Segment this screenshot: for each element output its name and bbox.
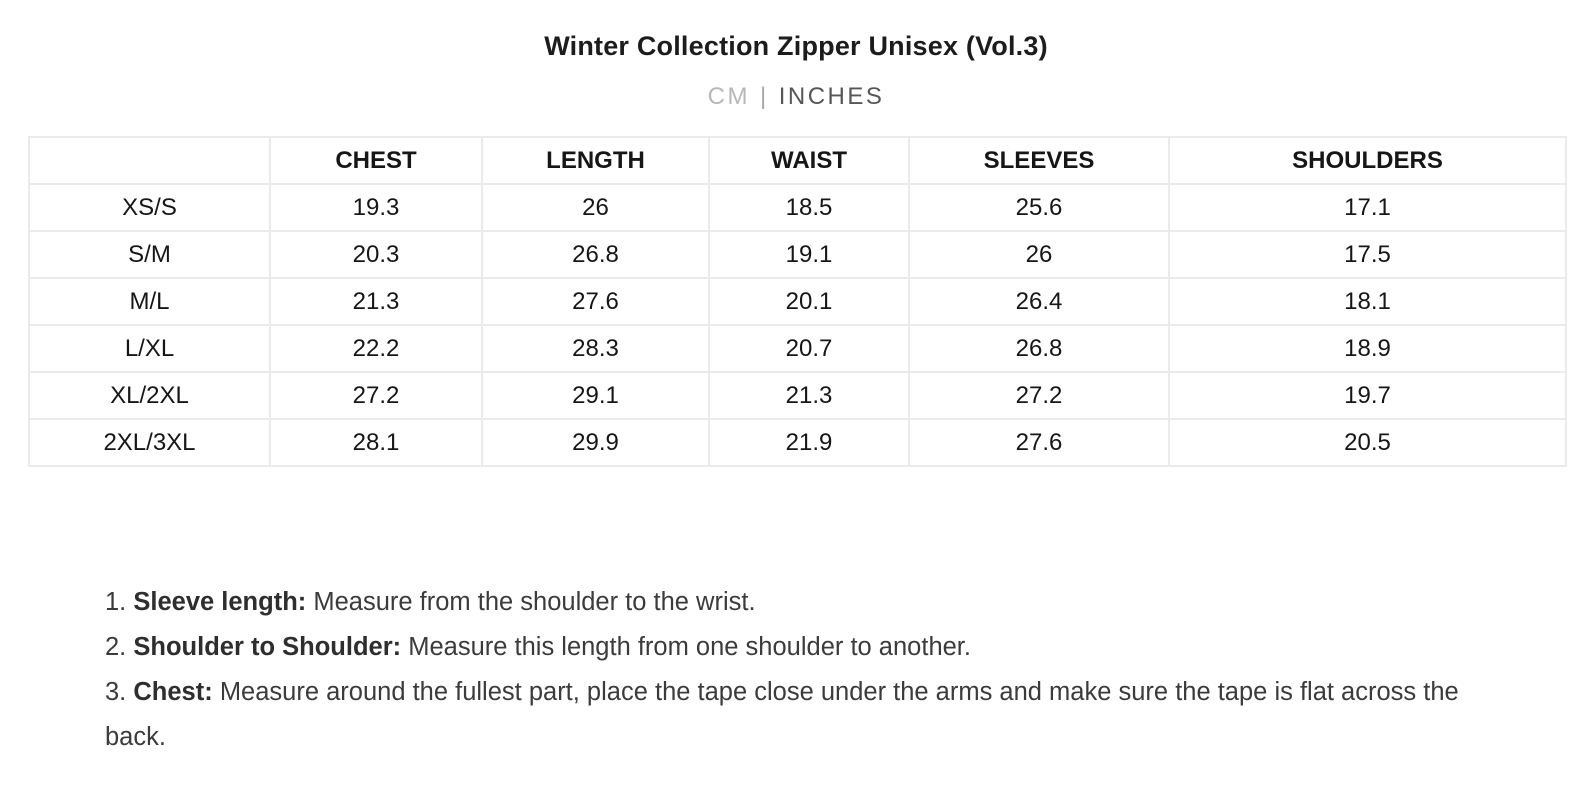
size-label: 2XL/3XL xyxy=(28,418,271,467)
page-title: Winter Collection Zipper Unisex (Vol.3) xyxy=(544,31,1048,61)
note-sleeve-length: 1. Sleeve length: Measure from the shoul… xyxy=(105,580,1522,625)
table-row: L/XL 22.2 28.3 20.7 26.8 18.9 xyxy=(28,324,1567,373)
cell-length: 28.3 xyxy=(481,324,710,373)
size-label: S/M xyxy=(28,230,271,279)
cell-length: 29.9 xyxy=(481,418,710,467)
cell-sleeves: 25.6 xyxy=(908,183,1170,232)
cell-shoulders: 19.7 xyxy=(1168,371,1567,420)
note-text: Measure around the fullest part, place t… xyxy=(105,678,1459,751)
cell-length: 29.1 xyxy=(481,371,710,420)
note-number: 3. xyxy=(105,678,127,706)
note-label: Sleeve length: xyxy=(133,588,307,616)
cell-sleeves: 26.4 xyxy=(908,277,1170,326)
column-header-length: LENGTH xyxy=(481,136,710,185)
note-chest: 3. Chest: Measure around the fullest par… xyxy=(105,670,1522,760)
table-row: XL/2XL 27.2 29.1 21.3 27.2 19.7 xyxy=(28,371,1567,420)
cell-chest: 20.3 xyxy=(269,230,483,279)
table-row: 2XL/3XL 28.1 29.9 21.9 27.6 20.5 xyxy=(28,418,1567,467)
cell-chest: 22.2 xyxy=(269,324,483,373)
cell-waist: 20.1 xyxy=(708,277,910,326)
note-text: Measure from the shoulder to the wrist. xyxy=(313,588,756,616)
cell-shoulders: 18.9 xyxy=(1168,324,1567,373)
cell-waist: 20.7 xyxy=(708,324,910,373)
table-row: XS/S 19.3 26 18.5 25.6 17.1 xyxy=(28,183,1567,232)
cell-waist: 21.3 xyxy=(708,371,910,420)
size-chart-table: CHEST LENGTH WAIST SLEEVES SHOULDERS XS/… xyxy=(28,136,1567,467)
cell-length: 26 xyxy=(481,183,710,232)
note-number: 2. xyxy=(105,633,127,661)
note-shoulder-to-shoulder: 2. Shoulder to Shoulder: Measure this le… xyxy=(105,625,1522,670)
cell-waist: 21.9 xyxy=(708,418,910,467)
cell-sleeves: 27.6 xyxy=(908,418,1170,467)
unit-toggle-cm[interactable]: CM xyxy=(707,83,750,110)
measurement-notes: 1. Sleeve length: Measure from the shoul… xyxy=(105,580,1522,760)
size-label: XS/S xyxy=(28,183,271,232)
note-text: Measure this length from one shoulder to… xyxy=(408,633,971,661)
cell-chest: 28.1 xyxy=(269,418,483,467)
column-header-sleeves: SLEEVES xyxy=(908,136,1170,185)
size-label: XL/2XL xyxy=(28,371,271,420)
cell-sleeves: 26.8 xyxy=(908,324,1170,373)
column-header-size xyxy=(28,136,271,185)
cell-sleeves: 27.2 xyxy=(908,371,1170,420)
cell-length: 27.6 xyxy=(481,277,710,326)
cell-chest: 19.3 xyxy=(269,183,483,232)
unit-toggle: CM | INCHES xyxy=(0,83,1592,111)
cell-length: 26.8 xyxy=(481,230,710,279)
cell-waist: 18.5 xyxy=(708,183,910,232)
column-header-chest: CHEST xyxy=(269,136,483,185)
note-label: Shoulder to Shoulder: xyxy=(133,633,402,661)
column-header-waist: WAIST xyxy=(708,136,910,185)
table-row: M/L 21.3 27.6 20.1 26.4 18.1 xyxy=(28,277,1567,326)
cell-chest: 21.3 xyxy=(269,277,483,326)
column-header-shoulders: SHOULDERS xyxy=(1168,136,1567,185)
table-row: S/M 20.3 26.8 19.1 26 17.5 xyxy=(28,230,1567,279)
cell-waist: 19.1 xyxy=(708,230,910,279)
size-label: M/L xyxy=(28,277,271,326)
cell-shoulders: 20.5 xyxy=(1168,418,1567,467)
cell-sleeves: 26 xyxy=(908,230,1170,279)
table-header-row: CHEST LENGTH WAIST SLEEVES SHOULDERS xyxy=(28,136,1567,185)
note-number: 1. xyxy=(105,588,127,616)
cell-chest: 27.2 xyxy=(269,371,483,420)
cell-shoulders: 17.1 xyxy=(1168,183,1567,232)
note-label: Chest: xyxy=(133,678,213,706)
unit-toggle-separator: | xyxy=(759,83,769,110)
cell-shoulders: 17.5 xyxy=(1168,230,1567,279)
cell-shoulders: 18.1 xyxy=(1168,277,1567,326)
unit-toggle-inches[interactable]: INCHES xyxy=(778,83,885,110)
size-label: L/XL xyxy=(28,324,271,373)
